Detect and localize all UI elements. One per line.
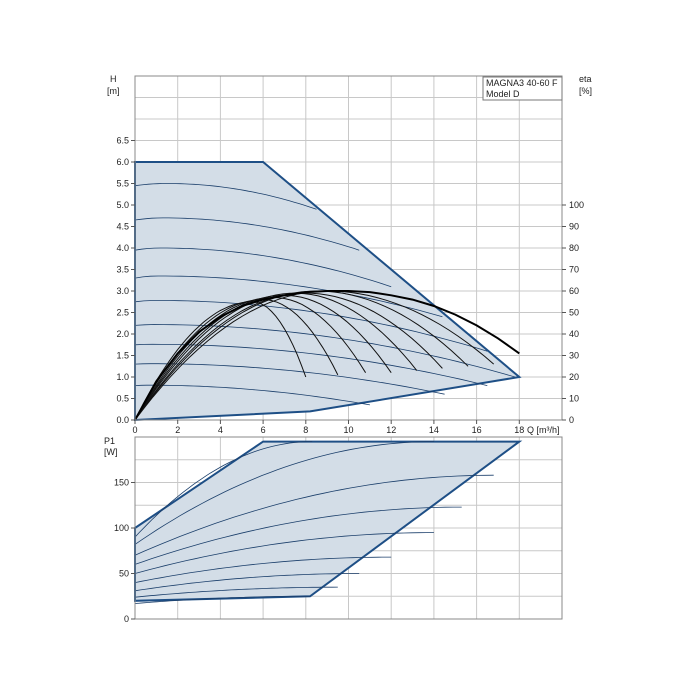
power-curve (134, 441, 434, 545)
p-axis-unit: [W] (104, 447, 118, 457)
head-curve (134, 183, 317, 210)
efficiency-curve (134, 296, 367, 421)
power-y-ticks: 0 50 100 150 (114, 478, 135, 624)
head-tick-label: 4.0 (116, 243, 129, 253)
eta-tick-label: 60 (569, 286, 579, 296)
head-curves (134, 183, 516, 406)
efficiency-max-curve (134, 290, 520, 421)
eta-axis-name: eta (579, 74, 592, 84)
head-curve (134, 300, 488, 352)
head-tick-label: 3.5 (116, 265, 129, 275)
head-curve (134, 217, 360, 251)
power-curve (134, 441, 313, 538)
power-tick-label: 100 (114, 523, 129, 533)
power-curve (134, 506, 462, 565)
head-tick-label: 0.0 (116, 415, 129, 425)
power-curve (134, 532, 434, 574)
head-curve (134, 324, 516, 378)
q-tick-label: 12 (386, 425, 396, 435)
p-axis-name: P1 (104, 436, 115, 446)
q-tick-label: 8 (303, 425, 308, 435)
efficiency-curve (134, 292, 418, 421)
head-tick-label: 4.5 (116, 222, 129, 232)
power-tick-label: 50 (119, 569, 129, 579)
legend-variant: Model D (486, 89, 520, 99)
head-curve (134, 363, 445, 395)
power-curve (134, 595, 311, 604)
q-x-ticks: 0 2 4 6 8 10 12 14 16 18 (132, 420, 524, 435)
head-curve (134, 384, 370, 406)
eta-tick-label: 10 (569, 394, 579, 404)
head-curve (134, 247, 392, 288)
eta-tick-label: 50 (569, 308, 579, 318)
q-tick-label: 2 (175, 425, 180, 435)
power-curve (134, 586, 338, 598)
efficiency-curve (134, 301, 307, 421)
power-curve (134, 474, 494, 556)
eta-tick-label: 0 (569, 415, 574, 425)
head-panel: 0.0 0.5 1.0 1.5 2.0 2.5 3.0 3.5 4.0 4.5 5.0 5.5 6.0 6… (107, 74, 592, 435)
head-tick-label: 1.0 (116, 372, 129, 382)
eta-y-ticks: 0 10 20 30 40 50 60 70 80 90 100 (562, 200, 584, 425)
legend-model: MAGNA3 40-60 F (486, 78, 558, 88)
q-tick-label: 16 (472, 425, 482, 435)
eta-tick-label: 40 (569, 329, 579, 339)
head-tick-label: 2.0 (116, 329, 129, 339)
eta-axis-unit: [%] (579, 86, 592, 96)
q-tick-label: 4 (218, 425, 223, 435)
head-tick-label: 5.0 (116, 200, 129, 210)
head-tick-label: 2.5 (116, 308, 129, 318)
q-tick-label: 10 (343, 425, 353, 435)
q-axis-label: Q [m³/h] (527, 425, 560, 435)
head-tick-label: 0.5 (116, 394, 129, 404)
head-tick-label: 5.5 (116, 179, 129, 189)
h-axis-name: H (110, 74, 117, 84)
eta-tick-label: 30 (569, 351, 579, 361)
power-panel: 0 50 100 150 P1 [W] (104, 436, 563, 624)
head-tick-label: 3.0 (116, 286, 129, 296)
q-tick-label: 14 (429, 425, 439, 435)
power-curve (134, 573, 360, 592)
power-tick-label: 150 (114, 478, 129, 488)
q-tick-label: 0 (132, 425, 137, 435)
eta-tick-label: 80 (569, 243, 579, 253)
eta-tick-label: 90 (569, 222, 579, 232)
eta-tick-label: 20 (569, 372, 579, 382)
head-curve (134, 275, 443, 318)
head-tick-label: 6.5 (116, 136, 129, 146)
head-tick-label: 1.5 (116, 351, 129, 361)
power-curves (134, 441, 494, 604)
h-axis-unit: [m] (107, 86, 120, 96)
power-tick-label: 0 (124, 614, 129, 624)
q-tick-label: 6 (261, 425, 266, 435)
head-tick-label: 6.0 (116, 157, 129, 167)
eta-tick-label: 70 (569, 265, 579, 275)
head-y-ticks: 0.0 0.5 1.0 1.5 2.0 2.5 3.0 3.5 4.0 4.5 5.0 5.5 6.0 6… (116, 136, 135, 425)
legend-box (482, 76, 563, 101)
power-envelope (134, 440, 523, 602)
eta-tick-label: 100 (569, 200, 584, 210)
q-tick-label: 18 (514, 425, 524, 435)
head-curve (134, 343, 488, 386)
power-curve (134, 556, 392, 583)
